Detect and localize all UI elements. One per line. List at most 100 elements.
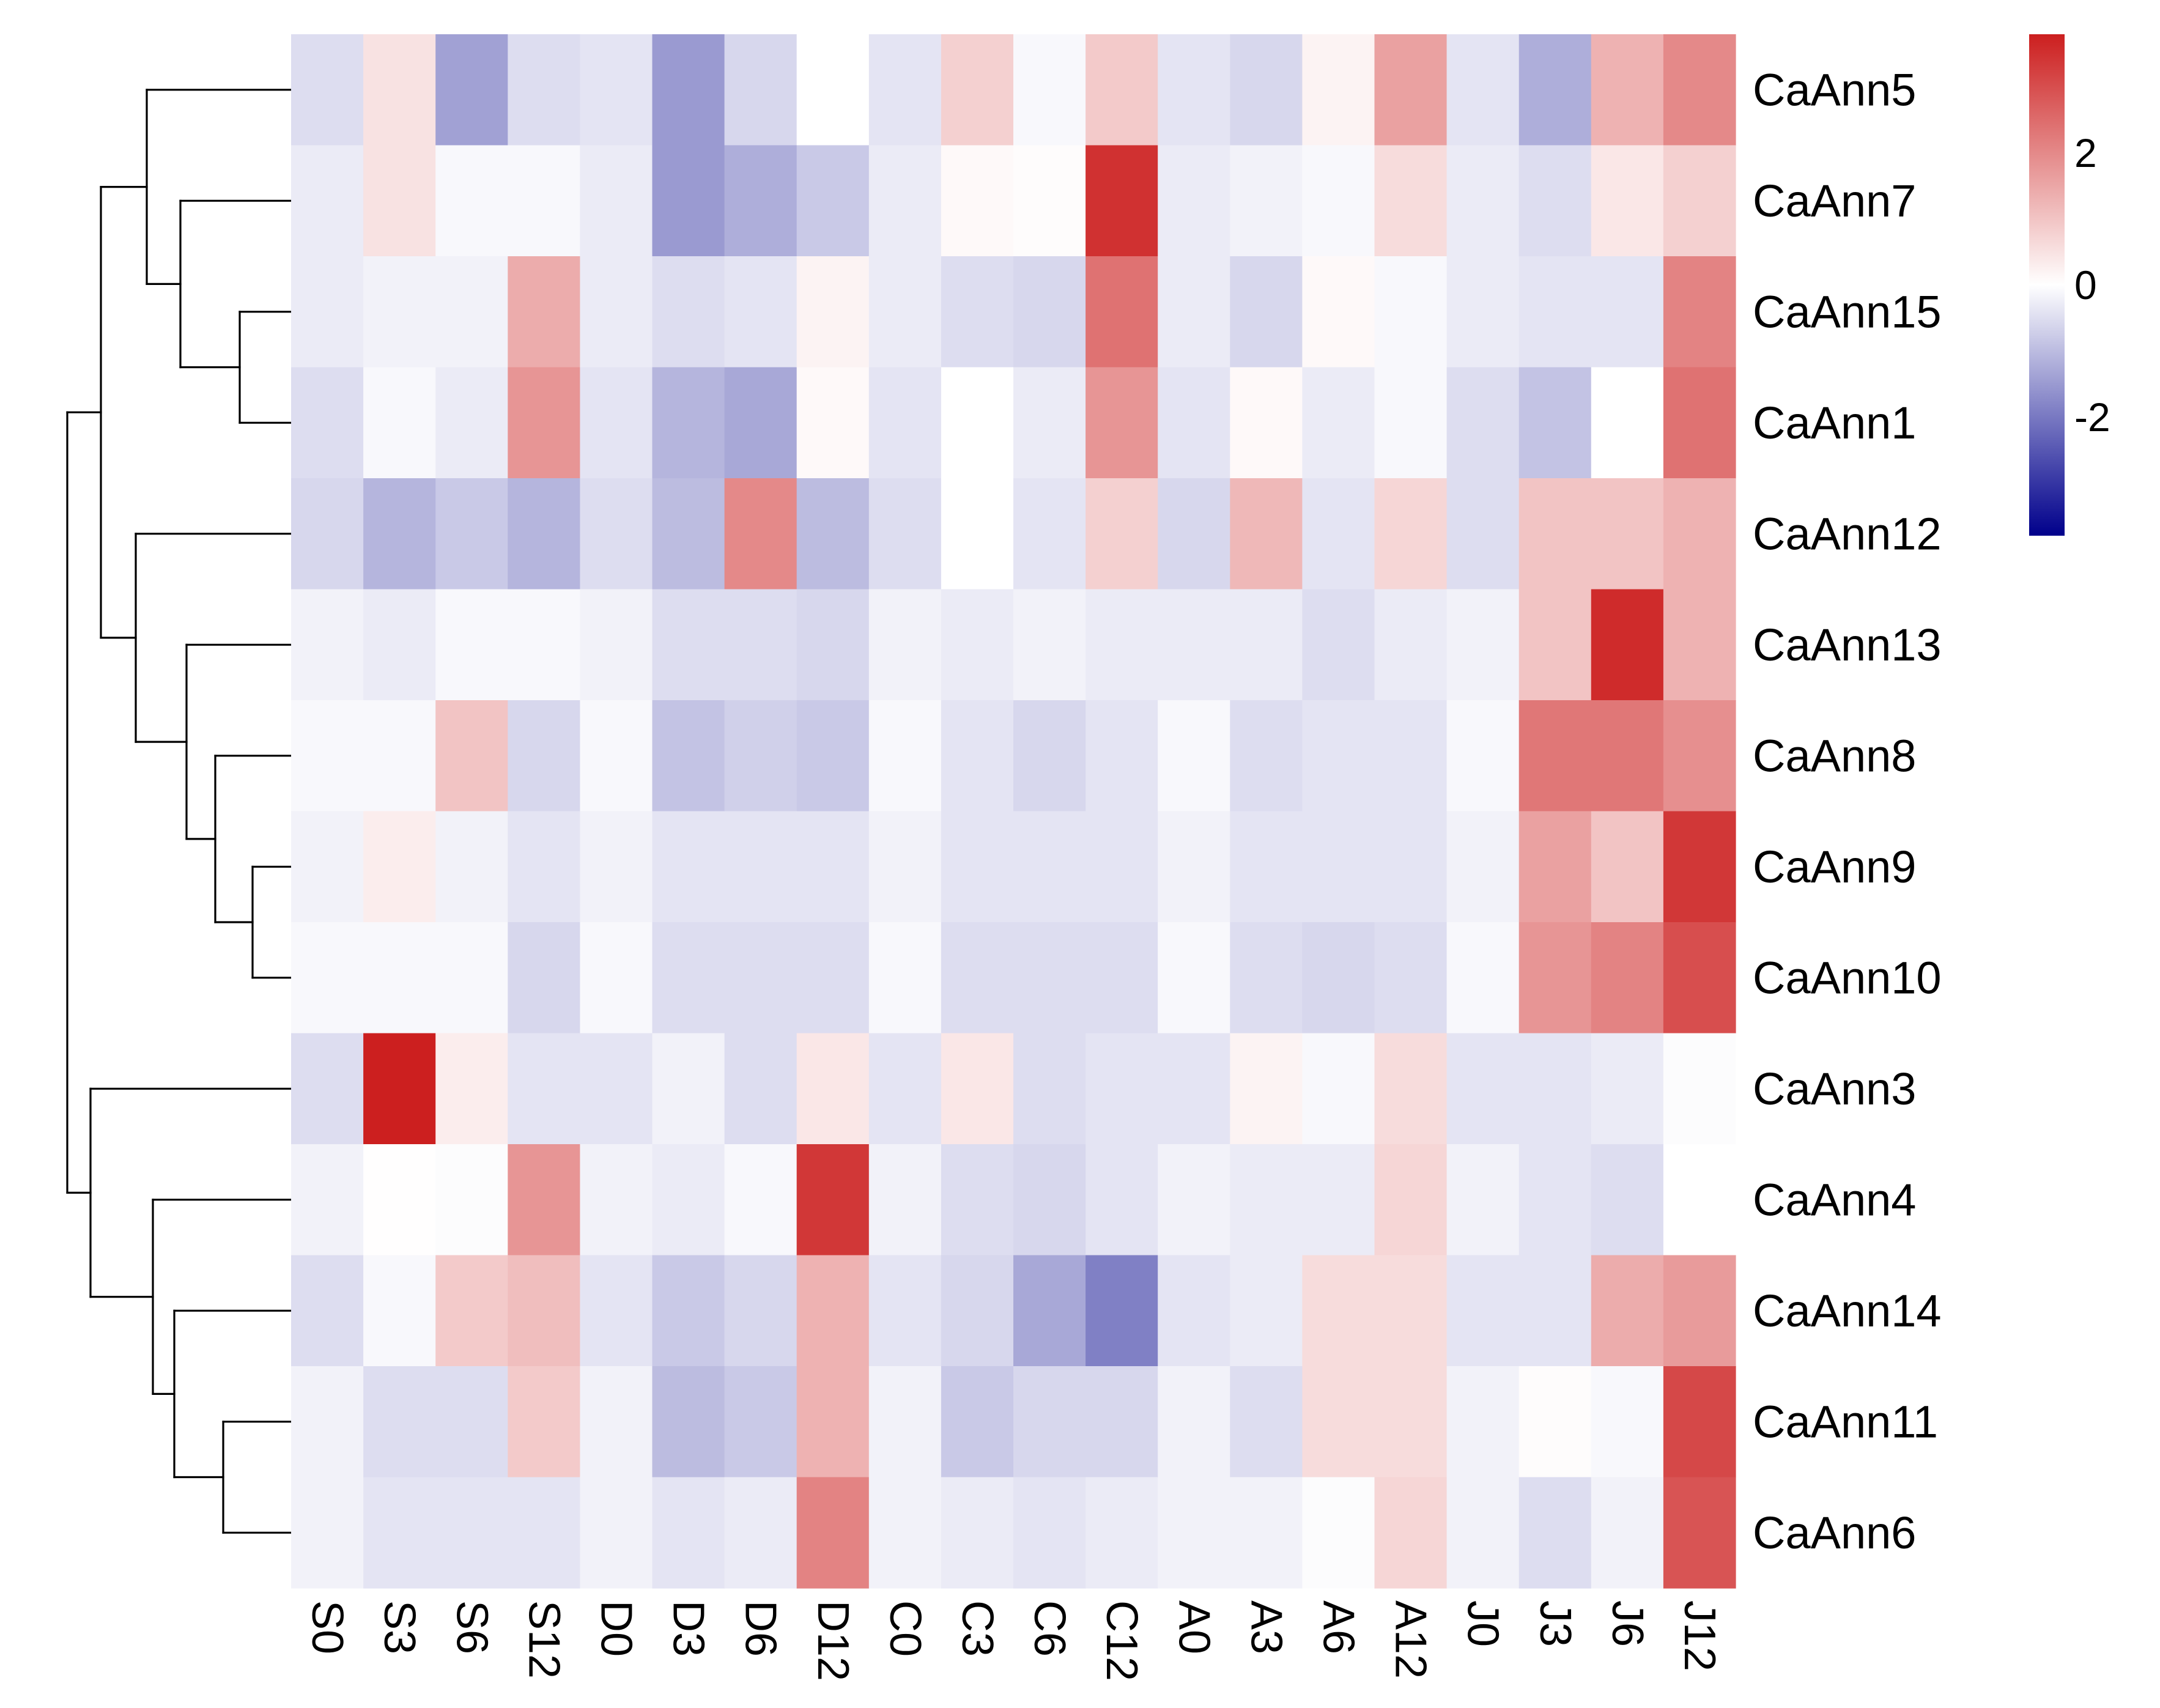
- column-label: D12: [808, 1600, 857, 1681]
- heatmap-cell: [1230, 1144, 1303, 1256]
- heatmap-cell: [652, 34, 725, 146]
- heatmap-cell: [941, 700, 1014, 812]
- heatmap-cell: [1158, 478, 1230, 590]
- heatmap-cell: [1446, 1477, 1520, 1589]
- heatmap-cell: [1013, 811, 1086, 923]
- heatmap-cell: [724, 367, 797, 479]
- heatmap-cell: [1663, 589, 1736, 701]
- heatmap-cell: [1302, 1255, 1375, 1367]
- column-label: C6: [1025, 1600, 1074, 1657]
- heatmap-cell: [724, 922, 797, 1034]
- heatmap-cell: [1663, 145, 1736, 257]
- heatmap-cell: [508, 589, 580, 701]
- heatmap-cell: [1086, 1144, 1158, 1256]
- row-label: CaAnn14: [1753, 1285, 1942, 1336]
- heatmap-cell: [652, 1477, 725, 1589]
- heatmap-cell: [868, 1033, 942, 1145]
- heatmap-cell: [1663, 1477, 1736, 1589]
- color-legend: 2 0 -2: [2029, 34, 2110, 536]
- heatmap-cell: [941, 1144, 1014, 1256]
- heatmap-cell: [1663, 1255, 1736, 1367]
- heatmap-cell: [724, 34, 797, 146]
- heatmap-cell: [580, 589, 653, 701]
- heatmap-cell: [1446, 1144, 1520, 1256]
- heatmap-cell: [1663, 256, 1736, 368]
- heatmap-cell: [435, 145, 508, 257]
- column-label: C0: [881, 1600, 930, 1657]
- heatmap-cell: [1302, 1366, 1375, 1478]
- heatmap-cell: [508, 367, 580, 479]
- heatmap-cell: [508, 1144, 580, 1256]
- heatmap-cell: [363, 922, 436, 1034]
- column-label: D0: [591, 1600, 640, 1657]
- row-label: CaAnn6: [1753, 1507, 1916, 1558]
- heatmap-cell: [1158, 256, 1230, 368]
- heatmap-cell: [868, 1477, 942, 1589]
- heatmap-cell: [1374, 811, 1448, 923]
- heatmap-cell: [1374, 145, 1448, 257]
- heatmap-cell: [1446, 589, 1520, 701]
- heatmap-cell: [1013, 922, 1086, 1034]
- heatmap-cell: [1230, 1477, 1303, 1589]
- column-labels: S0 S3 S6 S12 D0 D3 D6 D12 C0 C3 C6 C12 A0 A3 A6 A12 J0 J3…: [303, 1600, 1724, 1681]
- heatmap-cell: [1013, 34, 1086, 146]
- heatmap-cell: [1446, 700, 1520, 812]
- heatmap-cell: [652, 1144, 725, 1256]
- heatmap-cell: [435, 700, 508, 812]
- heatmap-cell: [941, 1033, 1014, 1145]
- heatmap-cell: [941, 811, 1014, 923]
- heatmap-cell: [796, 700, 870, 812]
- heatmap-cell: [1518, 1144, 1592, 1256]
- heatmap-cell: [363, 1033, 436, 1145]
- row-label: CaAnn15: [1753, 286, 1942, 337]
- column-label: S0: [303, 1600, 352, 1654]
- heatmap-cell: [1663, 811, 1736, 923]
- heatmap-cell: [1013, 1477, 1086, 1589]
- heatmap-cell: [1518, 478, 1592, 590]
- heatmap-cell: [724, 1477, 797, 1589]
- heatmap-cell: [1518, 700, 1592, 812]
- heatmap-cell: [580, 1366, 653, 1478]
- row-label: CaAnn13: [1753, 619, 1942, 670]
- heatmap-cell: [435, 922, 508, 1034]
- row-label: CaAnn4: [1753, 1174, 1916, 1225]
- heatmap-cell: [435, 1366, 508, 1478]
- row-label: CaAnn7: [1753, 176, 1916, 226]
- heatmap-cell: [580, 700, 653, 812]
- column-label: S3: [375, 1600, 424, 1654]
- heatmap-cell: [435, 1033, 508, 1145]
- heatmap-cell: [724, 256, 797, 368]
- column-label: A0: [1169, 1600, 1218, 1654]
- heatmap-cell: [941, 1366, 1014, 1478]
- heatmap-cell: [1374, 1477, 1448, 1589]
- heatmap-cell: [363, 1144, 436, 1256]
- column-label: J3: [1531, 1600, 1580, 1647]
- heatmap-cell: [291, 1144, 364, 1256]
- heatmap-cell: [868, 700, 942, 812]
- heatmap-cell: [1302, 1144, 1375, 1256]
- heatmap-cell: [1663, 1366, 1736, 1478]
- heatmap-cell: [1158, 1033, 1230, 1145]
- heatmap-cell: [941, 922, 1014, 1034]
- heatmap-cell: [1663, 478, 1736, 590]
- heatmap-cell: [1591, 700, 1664, 812]
- heatmap-cell: [1591, 34, 1664, 146]
- heatmap-cell: [796, 922, 870, 1034]
- row-label: CaAnn5: [1753, 64, 1916, 115]
- heatmap-cell: [1591, 589, 1664, 701]
- heatmap-cell: [508, 1366, 580, 1478]
- heatmap-cell: [1518, 367, 1592, 479]
- heatmap-cell: [1230, 367, 1303, 479]
- column-label: J6: [1603, 1600, 1652, 1647]
- heatmap-cell: [1013, 367, 1086, 479]
- heatmap-cell: [363, 367, 436, 479]
- heatmap-cell: [1663, 1033, 1736, 1145]
- heatmap-cell: [1158, 367, 1230, 479]
- heatmap-cell: [1230, 589, 1303, 701]
- heatmap-cell: [652, 367, 725, 479]
- heatmap-cell: [1230, 478, 1303, 590]
- row-label: CaAnn10: [1753, 952, 1942, 1003]
- heatmap-cell: [580, 1144, 653, 1256]
- heatmap-cell: [1302, 34, 1375, 146]
